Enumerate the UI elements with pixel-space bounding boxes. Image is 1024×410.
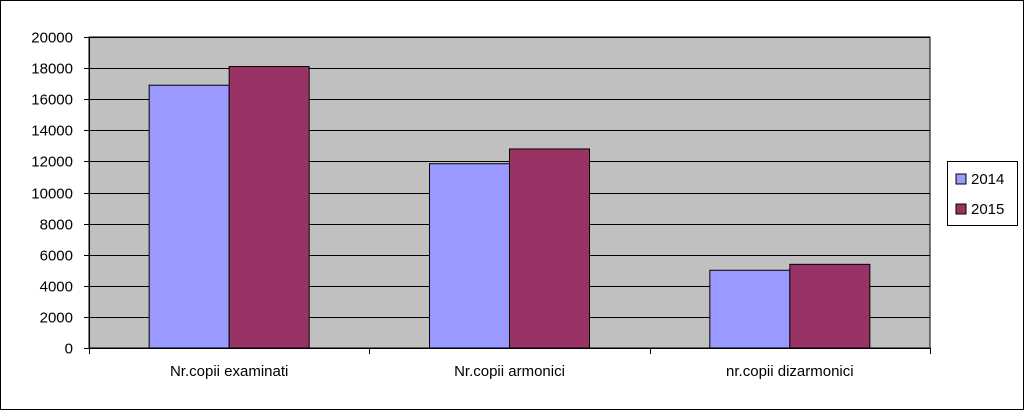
x-category-label: Nr.copii examinati (170, 363, 288, 380)
y-tick-label: 10000 (31, 186, 73, 203)
legend-box (947, 161, 1018, 226)
y-tick-label: 20000 (31, 30, 73, 47)
y-tick-label: 6000 (40, 248, 73, 265)
x-category-label: nr.copii dizarmonici (726, 363, 854, 380)
legend-label-2014: 2014 (971, 171, 1004, 188)
y-tick-label: 4000 (40, 279, 73, 296)
y-tick-label: 18000 (31, 61, 73, 78)
bar-2015-2 (789, 263, 871, 349)
bar-2014-0 (148, 84, 230, 349)
bar-2015-1 (509, 148, 590, 349)
legend-label-2015: 2015 (971, 201, 1004, 218)
bars (148, 66, 871, 349)
x-axis: Nr.copii examinati Nr.copii armonici nr.co… (89, 348, 931, 380)
y-tick-label: 0 (65, 341, 73, 358)
legend-swatch-2015 (955, 203, 967, 215)
bar-2014-2 (709, 269, 791, 349)
y-tick-label: 14000 (31, 123, 73, 140)
y-tick-label: 12000 (31, 154, 73, 171)
legend: 2014 2015 (947, 161, 1018, 226)
bar-2014-1 (429, 163, 510, 349)
y-axis: 0 2000 4000 6000 8000 10000 12000 14000 16000 180… (31, 30, 90, 358)
y-tick-label: 16000 (31, 92, 73, 109)
y-tick-label: 8000 (40, 217, 73, 234)
y-tick-label: 2000 (40, 310, 73, 327)
legend-swatch-2014 (955, 173, 967, 185)
x-category-label: Nr.copii armonici (454, 363, 565, 380)
bar-2015-0 (228, 66, 310, 349)
